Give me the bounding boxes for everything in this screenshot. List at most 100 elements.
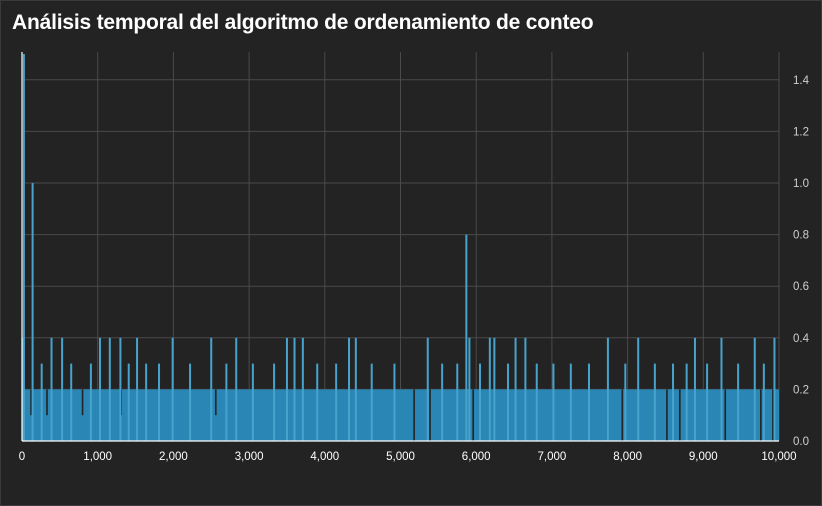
- y-tick-label: 0.6: [793, 281, 809, 293]
- bar: [210, 337, 213, 441]
- bar: [189, 363, 192, 441]
- bar: [685, 363, 688, 441]
- x-tick-label: 10,000: [761, 451, 796, 463]
- bar: [98, 337, 101, 441]
- bar-series: [21, 54, 779, 441]
- bar: [478, 363, 481, 441]
- bar: [293, 337, 296, 441]
- bar: [171, 337, 174, 441]
- bar-gap: [772, 389, 774, 441]
- bar: [552, 363, 555, 441]
- bar: [235, 337, 238, 441]
- bar-gap: [46, 389, 48, 416]
- x-tick-label: 0: [19, 451, 25, 463]
- bar-gap: [666, 389, 668, 441]
- bar: [158, 363, 161, 441]
- x-tick-label: 6,000: [462, 451, 491, 463]
- y-tick-label: 0.8: [793, 230, 809, 242]
- bar: [251, 363, 254, 441]
- bar: [753, 337, 756, 441]
- bar-gap: [429, 389, 431, 441]
- x-tick-label: 4,000: [310, 451, 339, 463]
- bar: [606, 337, 609, 441]
- bar: [737, 363, 740, 441]
- bar: [316, 363, 319, 441]
- bar: [524, 337, 527, 441]
- x-tick-label: 3,000: [235, 451, 264, 463]
- bar: [624, 363, 627, 441]
- bar: [225, 363, 228, 441]
- bar-gap: [724, 389, 727, 441]
- bar: [70, 363, 73, 441]
- bar: [119, 337, 122, 441]
- y-axis-ticks: 0.0 0.2 0.4 0.6 0.8 1.0 1.2 1.4: [793, 75, 810, 448]
- bar: [653, 363, 656, 441]
- bar: [493, 337, 496, 441]
- bar: [506, 363, 509, 441]
- bar: [301, 337, 304, 441]
- bar: [108, 337, 111, 441]
- bar: [136, 337, 139, 441]
- x-tick-label: 9,000: [689, 451, 718, 463]
- bar: [285, 337, 288, 441]
- x-tick-label: 1,000: [83, 451, 112, 463]
- bar: [637, 337, 640, 441]
- x-tick-label: 8,000: [613, 451, 642, 463]
- bar: [465, 234, 468, 441]
- bar-gap: [621, 389, 624, 441]
- y-tick-label: 0.4: [793, 333, 810, 345]
- bar: [426, 337, 429, 441]
- grid-lines: [21, 52, 780, 442]
- bar: [456, 363, 459, 441]
- x-tick-label: 7,000: [538, 451, 567, 463]
- axes: [21, 52, 779, 442]
- bar: [393, 363, 396, 441]
- bar: [89, 363, 92, 441]
- y-tick-label: 1.0: [793, 178, 809, 190]
- x-tick-label: 5,000: [386, 451, 415, 463]
- bar-gap: [760, 389, 762, 441]
- bar: [40, 363, 43, 441]
- bar: [720, 337, 723, 441]
- bar: [672, 363, 675, 441]
- x-tick-label: 2,000: [159, 451, 188, 463]
- bar: [145, 363, 148, 441]
- bar-gap: [679, 389, 681, 441]
- x-axis-ticks: 0 1,000 2,000 3,000 4,000 5,000 6,000 7,000 8,00…: [19, 451, 797, 463]
- bar: [21, 337, 24, 441]
- bar: [354, 337, 357, 441]
- bar: [693, 337, 696, 441]
- bar: [488, 337, 491, 441]
- bar: [61, 337, 64, 441]
- bar: [335, 363, 338, 441]
- bar: [441, 363, 444, 441]
- bar-gap: [472, 389, 474, 441]
- y-tick-label: 1.2: [793, 126, 809, 138]
- bar: [773, 337, 776, 441]
- bar-gap: [81, 389, 84, 416]
- bar: [31, 183, 34, 441]
- bar: [370, 363, 373, 441]
- chart-title: Análisis temporal del algoritmo de orden…: [12, 11, 594, 34]
- bar-gap: [214, 389, 217, 416]
- y-tick-label: 0.0: [793, 436, 809, 448]
- bar: [514, 337, 517, 441]
- bar: [50, 337, 53, 441]
- y-tick-label: 1.4: [793, 75, 810, 87]
- bar: [569, 363, 572, 441]
- baseline-bar-band: [22, 389, 779, 441]
- bar: [127, 363, 130, 441]
- bar-gap: [30, 389, 32, 416]
- y-tick-label: 0.2: [793, 384, 809, 396]
- bar: [706, 363, 709, 441]
- bar: [762, 363, 765, 441]
- bar: [273, 363, 276, 441]
- bar-gap: [413, 389, 415, 441]
- bar: [348, 337, 351, 441]
- bar: [22, 54, 25, 441]
- bar: [535, 363, 538, 441]
- bar: [587, 363, 590, 441]
- bar: [468, 337, 471, 441]
